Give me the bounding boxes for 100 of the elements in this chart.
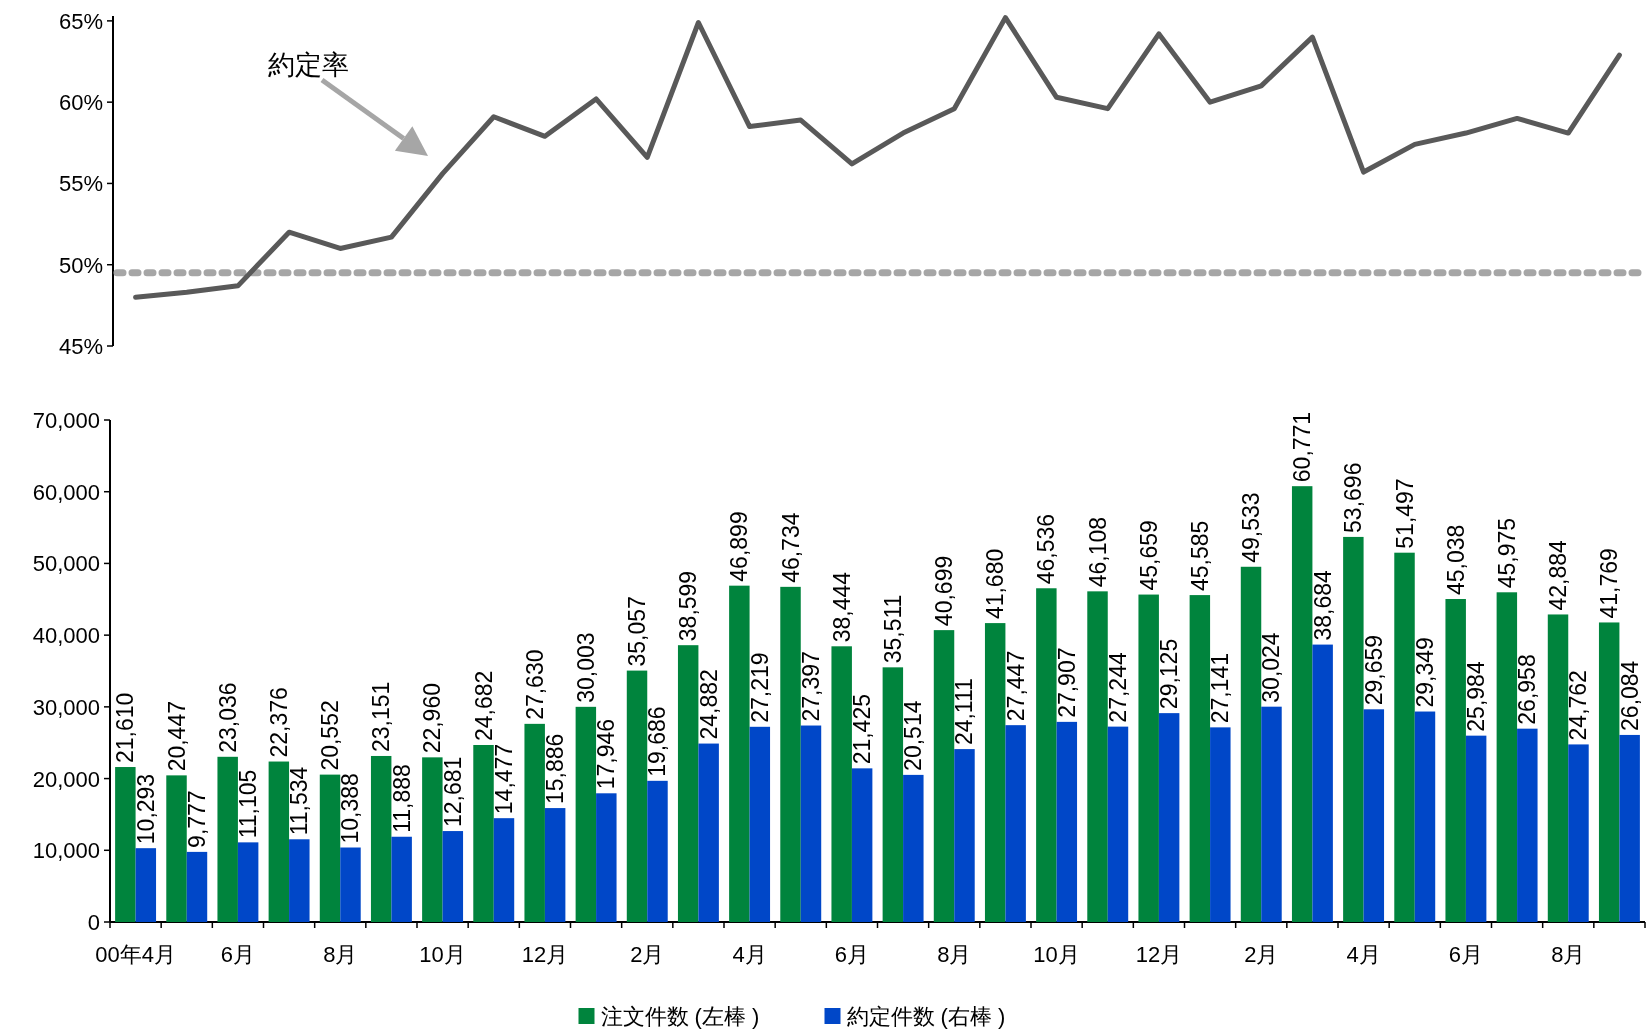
bar (1005, 725, 1026, 922)
x-tick-label: 2月 (630, 942, 665, 967)
annotation: 約定率 (268, 50, 349, 80)
data-label: 14,477 (490, 743, 517, 815)
y-tick-label: 65% (58, 8, 103, 34)
bar (544, 808, 566, 922)
bar (135, 848, 157, 922)
bar (289, 839, 310, 922)
bar (1087, 591, 1108, 922)
y-tick-label: 60,000 (32, 479, 100, 505)
data-label: 29,659 (1360, 634, 1387, 706)
bar (954, 749, 975, 922)
y-tick-label: 50% (58, 252, 103, 278)
bar (493, 818, 515, 922)
data-label: 12,681 (439, 756, 466, 828)
data-label: 17,946 (593, 718, 620, 790)
bar (698, 743, 719, 922)
y-tick-label: 0 (87, 910, 100, 935)
bar (1517, 728, 1538, 922)
bar (1291, 486, 1313, 922)
bar (391, 836, 412, 922)
legend-label: 注文件数 (左棒 ) (600, 1004, 760, 1029)
data-label: 11,888 (388, 764, 415, 833)
y-tick-label: 40,000 (32, 623, 100, 649)
bar (1158, 713, 1180, 922)
data-label: 53,696 (1340, 462, 1367, 533)
data-label: 11,534 (286, 766, 313, 836)
bar (115, 767, 136, 922)
bar (268, 761, 290, 922)
x-tick-label: 00年4月 (95, 942, 176, 967)
bar (729, 585, 750, 922)
data-label: 23,151 (368, 681, 395, 752)
data-label: 9,777 (183, 790, 210, 848)
data-label: 38,444 (828, 571, 855, 643)
data-label: 38,684 (1309, 570, 1336, 641)
x-tick-label: 6月 (220, 942, 256, 967)
bar (1107, 726, 1129, 922)
data-label: 27,447 (1002, 650, 1029, 722)
bar (1619, 734, 1640, 922)
y-tick-label: 55% (58, 171, 103, 197)
bar (647, 780, 668, 922)
data-label: 20,514 (900, 700, 927, 771)
x-tick-label: 6月 (834, 942, 870, 967)
data-label: 46,108 (1084, 516, 1111, 588)
data-label: 30,024 (1258, 632, 1285, 703)
data-label: 35,057 (624, 596, 651, 667)
bar (442, 831, 464, 922)
bar (217, 756, 238, 922)
data-label: 25,984 (1463, 661, 1490, 732)
data-label: 35,511 (879, 594, 906, 664)
data-label: 22,960 (419, 682, 446, 754)
y-tick-label: 60% (58, 90, 103, 116)
bar (524, 723, 545, 922)
x-tick-label: 10月 (419, 942, 466, 967)
data-label: 24,762 (1565, 670, 1592, 741)
data-label: 40,699 (931, 555, 958, 627)
y-tick-label: 50,000 (32, 551, 100, 577)
x-tick-label: 10月 (1033, 942, 1080, 967)
data-label: 23,036 (214, 682, 241, 753)
data-label: 38,599 (675, 570, 702, 642)
x-tick-label: 2月 (1244, 942, 1279, 967)
bar (780, 586, 801, 922)
bar (319, 774, 341, 922)
bar (903, 774, 924, 922)
bar (237, 842, 259, 922)
legend-label: 約定件数 (右棒 ) (846, 1004, 1006, 1029)
data-label: 41,769 (1596, 548, 1623, 619)
x-tick-label: 6月 (1448, 942, 1484, 967)
bar (1414, 711, 1436, 922)
bar (1445, 599, 1466, 922)
bar (933, 630, 955, 922)
data-label: 45,038 (1442, 524, 1469, 596)
x-tick-label: 4月 (732, 942, 767, 967)
data-label: 11,105 (235, 769, 262, 839)
bar (575, 706, 597, 922)
bar (1496, 592, 1518, 922)
data-label: 45,585 (1186, 520, 1213, 592)
data-label: 27,907 (1053, 647, 1080, 718)
bar (1138, 594, 1159, 922)
bar (1343, 536, 1364, 922)
bar (1312, 644, 1333, 922)
bar (340, 847, 361, 922)
data-label: 29,349 (1411, 637, 1438, 708)
y-tick-label: 20,000 (32, 766, 100, 792)
bar (800, 725, 822, 922)
bar (1240, 566, 1262, 922)
bar (1363, 709, 1385, 922)
data-label: 42,884 (1545, 539, 1572, 611)
y-tick-label: 45% (58, 334, 103, 359)
x-tick-label: 4月 (1346, 942, 1381, 967)
bar (1465, 735, 1487, 922)
bar (882, 667, 904, 922)
bar (166, 775, 187, 922)
data-label: 20,447 (163, 701, 190, 772)
bar (1261, 706, 1282, 922)
data-label: 45,975 (1493, 517, 1520, 589)
bar (626, 670, 648, 922)
data-label: 26,084 (1616, 660, 1643, 731)
y-tick-label: 10,000 (32, 838, 100, 864)
bar (370, 755, 392, 922)
